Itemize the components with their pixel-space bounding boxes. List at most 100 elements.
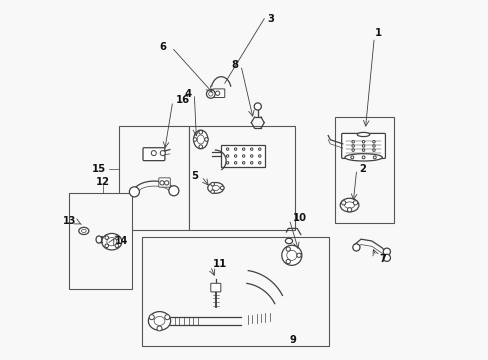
Text: 5: 5 [191, 171, 198, 181]
Circle shape [215, 91, 219, 95]
Ellipse shape [344, 202, 354, 208]
Circle shape [115, 236, 119, 239]
Circle shape [341, 201, 345, 205]
Text: 9: 9 [289, 334, 296, 345]
Circle shape [372, 156, 375, 159]
Circle shape [258, 162, 261, 164]
Circle shape [346, 208, 351, 212]
Ellipse shape [357, 132, 369, 136]
FancyBboxPatch shape [210, 283, 221, 292]
Text: 16: 16 [175, 95, 189, 105]
Circle shape [164, 315, 169, 320]
Circle shape [351, 145, 354, 147]
Ellipse shape [81, 229, 86, 233]
Text: 4: 4 [184, 89, 191, 99]
Circle shape [258, 155, 261, 157]
Circle shape [372, 140, 374, 143]
Text: 15: 15 [92, 164, 106, 174]
Bar [334, 117, 393, 223]
Circle shape [351, 149, 354, 151]
Bar [142, 237, 328, 346]
Circle shape [204, 138, 208, 141]
Circle shape [281, 245, 301, 265]
Ellipse shape [285, 238, 292, 244]
Circle shape [296, 253, 301, 257]
Circle shape [383, 248, 389, 255]
Text: 12: 12 [96, 177, 110, 187]
Ellipse shape [148, 312, 170, 330]
Circle shape [226, 155, 228, 157]
Circle shape [199, 145, 202, 148]
Ellipse shape [197, 135, 204, 144]
Circle shape [362, 149, 364, 151]
Circle shape [372, 149, 374, 151]
Circle shape [362, 140, 364, 143]
Circle shape [258, 148, 261, 150]
Circle shape [164, 181, 168, 185]
Circle shape [362, 145, 364, 147]
Text: 11: 11 [213, 259, 227, 269]
Circle shape [352, 244, 359, 251]
Circle shape [234, 148, 236, 150]
Text: 8: 8 [230, 60, 238, 70]
Circle shape [199, 131, 202, 134]
Circle shape [226, 162, 228, 164]
Text: 14: 14 [115, 236, 128, 246]
Circle shape [285, 247, 290, 251]
Circle shape [372, 145, 374, 147]
Circle shape [193, 138, 196, 141]
Circle shape [226, 148, 228, 150]
Circle shape [168, 186, 179, 196]
Circle shape [210, 190, 214, 193]
Bar [221, 145, 265, 167]
Circle shape [242, 148, 244, 150]
Text: 13: 13 [63, 216, 77, 226]
Circle shape [234, 155, 236, 157]
Circle shape [105, 236, 108, 239]
Text: 2: 2 [359, 164, 366, 174]
FancyBboxPatch shape [142, 148, 164, 161]
Ellipse shape [96, 236, 102, 243]
Circle shape [206, 90, 215, 98]
FancyBboxPatch shape [159, 178, 170, 187]
Circle shape [353, 201, 357, 205]
Circle shape [129, 187, 139, 197]
Text: 7: 7 [378, 254, 385, 264]
Bar [69, 193, 132, 289]
Ellipse shape [106, 238, 117, 246]
Circle shape [383, 254, 389, 261]
Ellipse shape [344, 154, 382, 161]
Circle shape [115, 244, 119, 248]
Circle shape [149, 315, 154, 320]
Circle shape [151, 150, 156, 156]
Circle shape [157, 326, 162, 331]
Text: 10: 10 [292, 213, 306, 222]
Circle shape [286, 250, 296, 260]
Text: 6: 6 [160, 42, 166, 52]
Circle shape [160, 181, 164, 185]
Circle shape [250, 148, 252, 150]
Ellipse shape [340, 198, 358, 212]
Circle shape [285, 259, 290, 264]
Bar [188, 126, 294, 230]
Ellipse shape [102, 233, 122, 250]
FancyBboxPatch shape [212, 89, 224, 98]
Circle shape [234, 162, 236, 164]
Ellipse shape [207, 183, 224, 193]
Circle shape [208, 92, 212, 96]
Circle shape [250, 162, 252, 164]
Ellipse shape [212, 185, 219, 190]
Bar [119, 126, 188, 230]
Ellipse shape [79, 227, 89, 234]
FancyBboxPatch shape [341, 134, 385, 158]
Circle shape [105, 244, 108, 248]
Circle shape [361, 156, 364, 159]
Circle shape [210, 183, 214, 186]
Circle shape [242, 162, 244, 164]
Circle shape [220, 186, 224, 190]
Circle shape [160, 150, 165, 156]
Text: 1: 1 [374, 28, 381, 38]
Ellipse shape [154, 316, 164, 325]
Text: 3: 3 [266, 14, 273, 24]
Circle shape [351, 140, 354, 143]
